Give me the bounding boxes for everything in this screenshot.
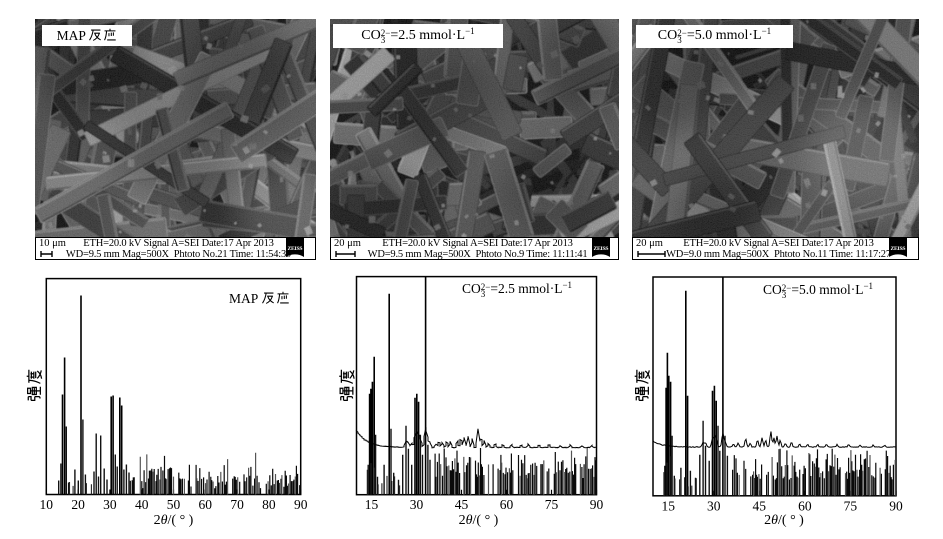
svg-text:45: 45	[455, 497, 469, 512]
svg-text:45: 45	[753, 498, 767, 513]
svg-text:30: 30	[103, 497, 117, 512]
svg-text:80: 80	[262, 497, 276, 512]
svg-text:70: 70	[230, 497, 244, 512]
svg-text:60: 60	[199, 497, 213, 512]
svg-text:75: 75	[545, 497, 559, 512]
svg-text:15: 15	[365, 497, 379, 512]
svg-text:15: 15	[661, 498, 675, 513]
svg-text:90: 90	[294, 497, 308, 512]
svg-text:30: 30	[410, 497, 424, 512]
svg-text:ZEISS: ZEISS	[594, 246, 609, 252]
svg-text:60: 60	[798, 498, 812, 513]
svg-text:ZEISS: ZEISS	[288, 246, 303, 252]
svg-text:2θ/( ° ): 2θ/( ° )	[764, 513, 804, 528]
svg-text:10: 10	[40, 497, 54, 512]
svg-text:75: 75	[844, 498, 858, 513]
svg-text:90: 90	[889, 498, 903, 513]
svg-text:ZEISS: ZEISS	[891, 246, 906, 252]
svg-text:30: 30	[707, 498, 721, 513]
svg-text:90: 90	[590, 497, 604, 512]
svg-text:2θ/( ° ): 2θ/( ° )	[154, 513, 194, 528]
svg-text:2θ/( ° ): 2θ/( ° )	[459, 513, 499, 528]
svg-text:60: 60	[500, 497, 514, 512]
svg-text:40: 40	[135, 497, 149, 512]
svg-text:50: 50	[167, 497, 181, 512]
svg-text:20: 20	[71, 497, 85, 512]
